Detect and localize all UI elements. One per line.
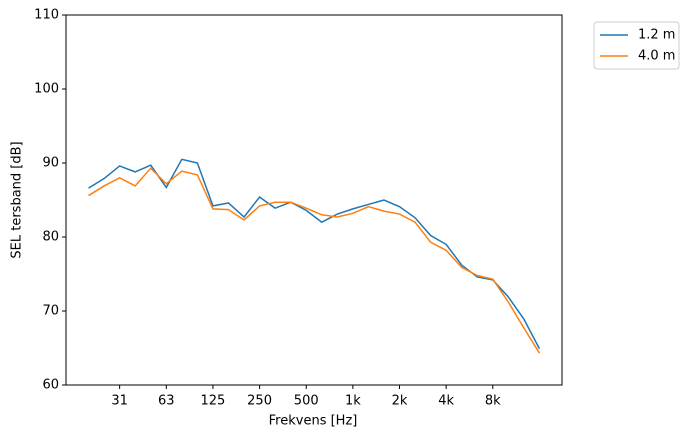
x-tick-label: 63 bbox=[158, 394, 175, 409]
legend-label: 4.0 m bbox=[638, 49, 675, 64]
x-tick-label: 8k bbox=[485, 394, 501, 409]
y-axis-label: SEL tersband [dB] bbox=[10, 141, 25, 258]
x-tick-label: 1k bbox=[345, 394, 361, 409]
x-tick-label: 4k bbox=[438, 394, 454, 409]
y-tick-label: 80 bbox=[42, 230, 59, 245]
x-tick-label: 500 bbox=[294, 394, 319, 409]
legend-label: 1.2 m bbox=[638, 28, 675, 43]
y-tick-label: 90 bbox=[42, 156, 59, 171]
x-tick-label: 250 bbox=[247, 394, 272, 409]
x-tick-label: 125 bbox=[201, 394, 226, 409]
y-tick-label: 100 bbox=[34, 82, 59, 97]
x-axis-label: Frekvens [Hz] bbox=[269, 414, 358, 429]
legend: 1.2 m 4.0 m bbox=[593, 21, 680, 70]
series-line bbox=[88, 167, 541, 354]
x-tick-label: 31 bbox=[111, 394, 128, 409]
series-line bbox=[88, 158, 541, 350]
y-tick-label: 60 bbox=[42, 378, 59, 393]
y-tick-label: 110 bbox=[34, 8, 59, 23]
plot-frame bbox=[65, 14, 563, 386]
legend-frame bbox=[593, 21, 680, 70]
x-tick-label: 2k bbox=[392, 394, 408, 409]
y-tick-label: 70 bbox=[42, 304, 59, 319]
